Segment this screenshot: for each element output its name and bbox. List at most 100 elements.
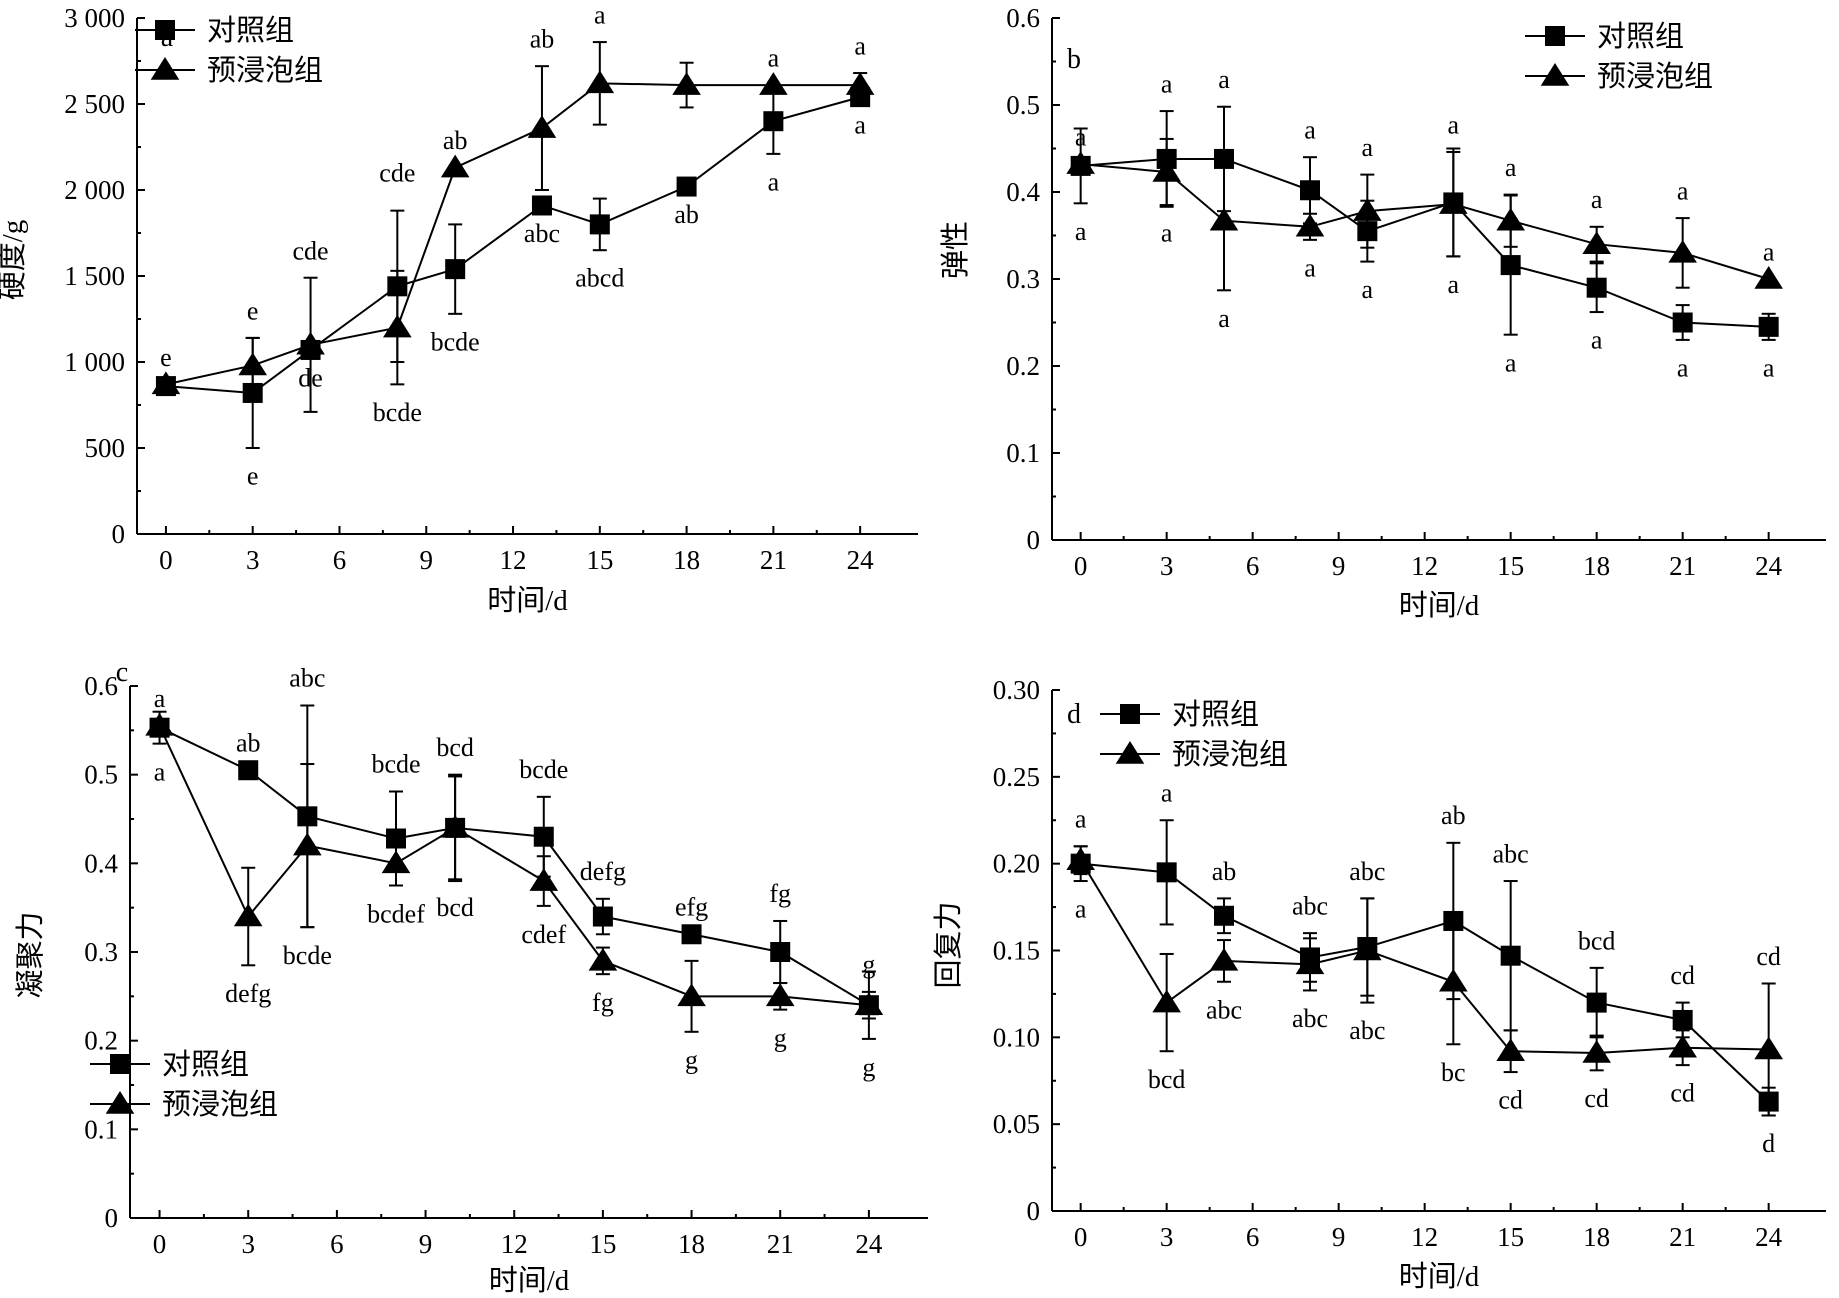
data-point <box>1754 266 1783 289</box>
x-tick-label: 15 <box>1497 551 1524 581</box>
data-point <box>1586 992 1607 1013</box>
data-point <box>529 868 559 891</box>
series-line <box>1080 157 1769 328</box>
x-tick-label: 18 <box>1583 1222 1610 1252</box>
data-point <box>759 72 788 95</box>
significance-label: a <box>1362 275 1374 304</box>
series-presoak: e e cde bcde ab ab a a a <box>151 1 875 427</box>
data-point <box>1672 1009 1693 1030</box>
data-point <box>1758 316 1779 337</box>
x-tick-label: 12 <box>1411 1222 1438 1252</box>
significance-label: bcd <box>1578 926 1616 955</box>
data-point <box>238 760 259 781</box>
legend-label: 预浸泡组 <box>1172 738 1288 771</box>
x-tick-label: 12 <box>501 1229 528 1259</box>
y-tick-label: 0 <box>105 1203 119 1233</box>
significance-label: abcd <box>575 264 624 293</box>
y-tick-label: 0 <box>112 519 126 549</box>
y-tick-label: 0.05 <box>993 1109 1040 1139</box>
y-tick-label: 0.2 <box>84 1026 118 1056</box>
panel-b: 0 3 6 9 12 15 18 21 24 0 0.1 0.2 0.3 0.4 0.5 0.6 时间/d 弹性 b… <box>939 3 1826 622</box>
series-line <box>1080 862 1770 1103</box>
x-tick-label: 12 <box>1411 551 1438 581</box>
significance-label: a <box>1218 65 1230 94</box>
legend-marker <box>155 20 175 40</box>
data-point <box>676 176 697 197</box>
y-tick-label: 0.3 <box>84 937 118 967</box>
significance-label: cd <box>1670 1079 1695 1108</box>
y-tick-label: 0 <box>1027 525 1041 555</box>
legend-marker <box>1115 741 1145 764</box>
data-point <box>1582 1039 1611 1063</box>
significance-label: bcd <box>1148 1065 1186 1094</box>
significance-label: abc <box>1292 1004 1328 1033</box>
x-tick-label: 21 <box>1669 1222 1696 1252</box>
x-tick-label: 18 <box>1583 551 1610 581</box>
data-point <box>592 906 613 927</box>
series-presoak: a a a a a a a a a a <box>1066 110 1783 333</box>
data-point <box>1439 191 1468 214</box>
significance-label: a <box>1075 123 1087 152</box>
significance-label: bc <box>1441 1058 1466 1087</box>
significance-label: a <box>1218 304 1230 333</box>
legend-marker <box>1545 26 1565 46</box>
significance-label: cde <box>293 236 329 265</box>
data-point <box>770 942 791 962</box>
significance-label: a <box>1448 270 1460 299</box>
y-tick-label: 0.30 <box>993 675 1040 705</box>
significance-label: a <box>1677 176 1689 205</box>
data-point <box>1152 158 1181 182</box>
significance-label: a <box>854 32 866 61</box>
legend-label: 预浸泡组 <box>207 54 323 87</box>
x-tick-label: 24 <box>847 545 875 575</box>
significance-label: efg <box>675 892 708 921</box>
x-tick-label: 21 <box>760 545 787 575</box>
x-tick-label: 9 <box>1332 551 1346 581</box>
x-tick-label: 12 <box>500 545 527 575</box>
y-axis-title: 凝聚力 <box>14 911 47 998</box>
x-tick-label: 24 <box>1755 1222 1783 1252</box>
data-point <box>845 72 875 95</box>
significance-label: a <box>1075 217 1087 246</box>
data-point <box>440 154 470 178</box>
data-point <box>1500 945 1521 966</box>
significance-label: cde <box>379 158 415 187</box>
data-point <box>233 903 263 927</box>
data-point <box>1209 207 1239 231</box>
data-point <box>1156 862 1177 883</box>
series-line <box>158 725 869 1007</box>
data-point <box>1672 312 1693 333</box>
legend-label: 对照组 <box>1172 698 1259 731</box>
x-tick-label: 24 <box>1755 551 1783 581</box>
significance-label: a <box>768 44 780 73</box>
data-point <box>440 814 470 838</box>
significance-label: g <box>685 1046 698 1075</box>
y-tick-label: 0.6 <box>84 671 118 701</box>
y-tick-label: 0.20 <box>993 849 1040 879</box>
significance-label: a <box>1304 253 1316 282</box>
y-tick-label: 0.25 <box>993 762 1040 792</box>
y-tick-label: 0.4 <box>1006 177 1040 207</box>
y-tick-label: 0.1 <box>1006 438 1040 468</box>
x-tick-label: 6 <box>1246 1222 1260 1252</box>
data-point <box>589 214 610 235</box>
y-tick-label: 3 000 <box>64 3 125 33</box>
data-point <box>1668 1034 1697 1058</box>
x-axis-title: 时间/d <box>1399 1260 1480 1293</box>
significance-label: defg <box>580 857 626 886</box>
data-point <box>1152 989 1181 1013</box>
series-line <box>1080 163 1769 280</box>
significance-label: g <box>862 1053 875 1082</box>
data-point <box>763 111 784 132</box>
data-point <box>1668 239 1697 263</box>
significance-label: a <box>1075 805 1087 834</box>
significance-label: abc <box>1292 892 1328 921</box>
x-tick-label: 9 <box>420 545 434 575</box>
significance-label: a <box>1591 185 1603 214</box>
y-tick-label: 0.2 <box>1006 351 1040 381</box>
data-point <box>1066 151 1095 174</box>
significance-label: a <box>1304 116 1316 145</box>
significance-label: a <box>1677 354 1689 383</box>
